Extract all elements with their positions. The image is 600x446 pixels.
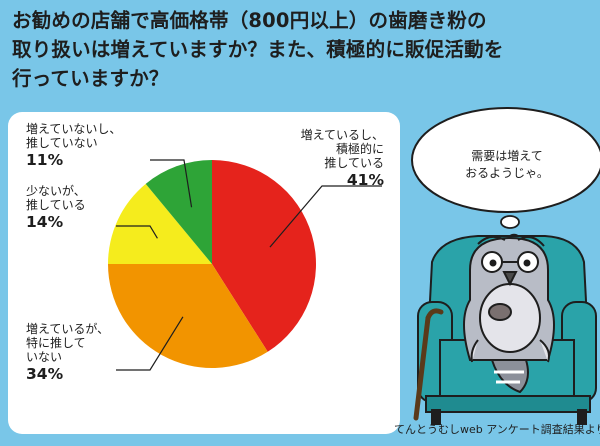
slice-label-34-line-1: 増えているが、 (26, 322, 110, 336)
slice-label-14-line-1: 少ないが、 (26, 184, 86, 198)
pigeon-mascot (463, 235, 555, 394)
slice-label-41-line-3: 推している (324, 156, 384, 170)
slice-label-34-line-3: いない (26, 350, 63, 364)
pie-slice-11 (145, 160, 212, 264)
pie-slice-41 (212, 160, 316, 352)
speech-line-1: 需要は増えて (471, 149, 543, 163)
data-label-41: 41% (346, 171, 384, 189)
leader-line-41 (269, 185, 382, 248)
title-line-2: 取り扱いは増えていますか？また、積極的に販促活動を (12, 38, 504, 61)
source-note: てんとうむしweb アンケート調査結果より (394, 423, 600, 436)
slice-label-41-line-1: 増えているし、 (300, 128, 384, 142)
slice-label-11-line-2: 推していない (26, 136, 98, 150)
speech-line-2: おるようじゃ。 (465, 166, 549, 180)
speech-bubble-text: 需要は増えて おるようじゃ。 (462, 148, 552, 182)
pie-slice-34 (108, 264, 268, 369)
data-label-14: 14% (26, 213, 64, 231)
title-line-1: お勧めの店舗で高価格帯（800円以上）の歯磨き粉の (12, 9, 487, 32)
pie-slices (108, 160, 316, 369)
slice-label-11-line-1: 増えていないし、 (26, 122, 122, 136)
title-line-3: 行っていますか？ (12, 67, 169, 90)
slice-label-14-line-2: 推している (26, 198, 86, 212)
slice-label-34: 増えているが、 特に推して いない 34% (26, 322, 110, 383)
data-label-11: 11% (26, 151, 64, 169)
slice-label-41-line-2: 積極的に (335, 142, 384, 156)
leader-line-34 (116, 316, 184, 371)
chart-title: お勧めの店舗で高価格帯（800円以上）の歯磨き粉の 取り扱いは増えていますか？ま… (12, 6, 592, 93)
leader-lines (116, 159, 382, 371)
leader-line-11 (150, 159, 193, 208)
cane-icon (413, 308, 444, 421)
leader-line-14 (116, 225, 158, 239)
slice-label-34-line-2: 特に推して (26, 336, 86, 350)
slice-label-11: 増えていないし、 推していない 11% (26, 122, 122, 169)
data-label-34: 34% (26, 365, 64, 383)
pie-slice-14 (108, 183, 212, 264)
slice-label-14: 少ないが、 推している 14% (26, 184, 86, 231)
slice-label-41: 増えているし、 積極的に 推している 41% (286, 128, 384, 189)
